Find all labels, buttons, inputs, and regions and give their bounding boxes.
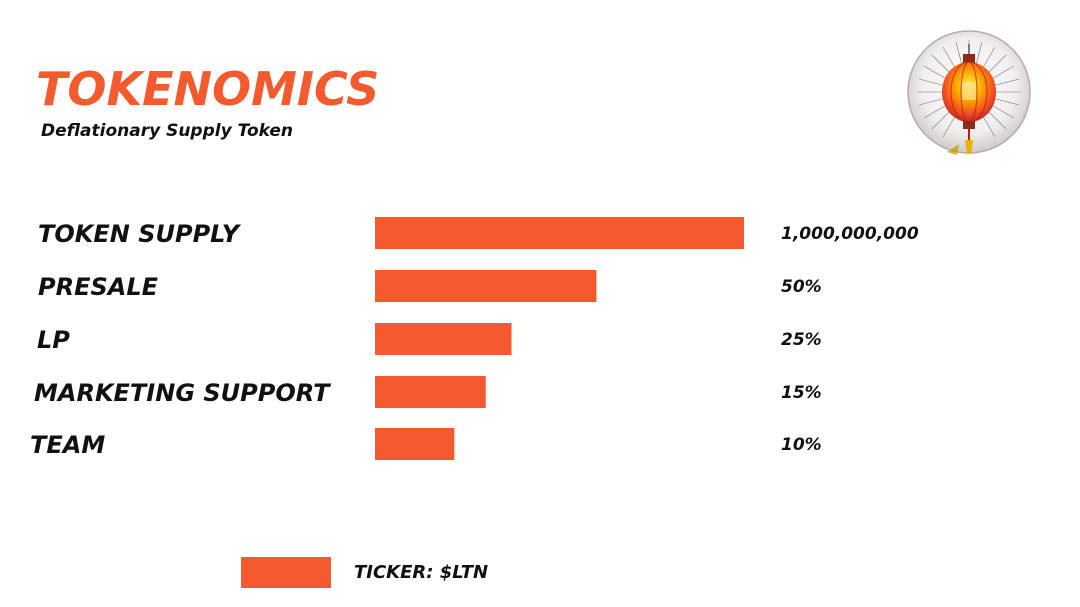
chart-legend: TICKER: $LTN — [241, 557, 488, 588]
legend-swatch — [241, 557, 331, 588]
bar — [375, 217, 744, 249]
value-label: 25% — [781, 330, 822, 350]
category-label: TOKEN SUPPLY — [38, 220, 242, 248]
category-label: LP — [37, 326, 70, 354]
category-label: TEAM — [30, 431, 105, 459]
bar — [375, 270, 597, 302]
value-label: 1,000,000,000 — [781, 224, 919, 244]
page-title: TOKENOMICS — [36, 62, 380, 116]
category-label: MARKETING SUPPORT — [34, 379, 331, 407]
page-subtitle: Deflationary Supply Token — [41, 121, 294, 141]
value-label: 15% — [781, 383, 822, 403]
value-label: 10% — [781, 435, 822, 455]
legend-label: TICKER: $LTN — [354, 562, 489, 583]
category-label: PRESALE — [38, 273, 159, 301]
bar — [375, 376, 486, 408]
paper-lantern-icon — [907, 30, 1033, 158]
bar — [375, 323, 512, 355]
tokenomics-bar-chart: TOKEN SUPPLY 1,000,000,000 PRESALE 50% LP 25%… — [30, 217, 919, 460]
value-label: 50% — [781, 277, 822, 297]
bar — [375, 428, 455, 460]
